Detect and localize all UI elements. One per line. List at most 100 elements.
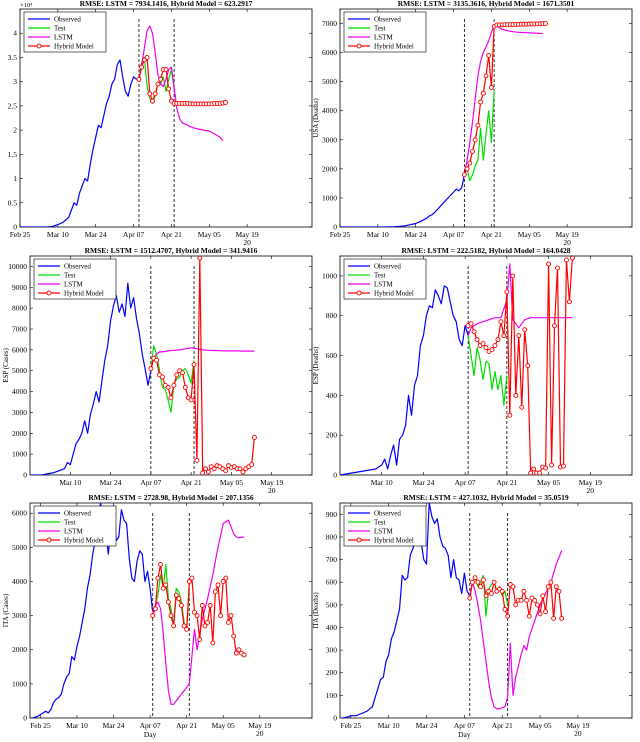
plot-area (340, 256, 575, 475)
hybrid-model-point (467, 160, 473, 166)
y-tick-label: 2000 (12, 645, 27, 654)
hybrid-model-point (188, 397, 194, 403)
hybrid-model-point (144, 54, 150, 60)
y-tick-label: 4000 (12, 577, 27, 586)
hybrid-model-point (184, 626, 190, 632)
hybrid-model-point (551, 615, 557, 621)
y-tick-label: 300 (326, 646, 338, 655)
legend-marker (36, 43, 42, 49)
y-tick-label: 0 (333, 471, 337, 480)
hybrid-model-point (155, 575, 161, 581)
plot-area (32, 503, 247, 718)
series-line-observed (342, 503, 471, 718)
hybrid-model-point (468, 321, 474, 327)
hybrid-model-point (501, 333, 507, 339)
y-tick-label: 8000 (12, 304, 27, 313)
x-tick-label: Apr 07 (140, 721, 161, 730)
x-axis-label: Day (144, 730, 157, 739)
hybrid-model-point (166, 86, 172, 92)
hybrid-model-point (180, 370, 185, 376)
y-tick-label: 1000 (322, 193, 337, 202)
hybrid-model-point (545, 584, 551, 590)
x-tick-year-label: 20 (563, 238, 571, 247)
legend-label: Test (64, 519, 76, 527)
hybrid-model-point (480, 90, 486, 96)
subplot-ita-cases: RMSE: LSTM = 2728.98, Hybrid Model = 207… (2, 493, 313, 739)
x-tick-label: Mar 24 (405, 230, 427, 239)
hybrid-model-point (499, 588, 505, 594)
hybrid-model-point (521, 588, 527, 594)
hybrid-model-point (480, 341, 486, 347)
x-tick-label: Apr 21 (181, 478, 202, 487)
hybrid-model-point (228, 613, 234, 619)
x-tick-label: Apr 07 (455, 478, 476, 487)
x-tick-label: Mar 24 (103, 721, 125, 730)
hybrid-model-point (225, 619, 231, 625)
y-tick-label: 2 (13, 126, 17, 135)
y-tick-label: 6000 (12, 509, 27, 518)
y-tick-label: 0 (23, 714, 27, 723)
hybrid-model-point (159, 374, 165, 380)
legend-label: LSTM (374, 34, 393, 42)
hybrid-model-point (548, 579, 554, 585)
hybrid-model-point (464, 166, 470, 172)
y-tick-label: 1000 (12, 450, 27, 459)
hybrid-model-point (559, 615, 565, 621)
hybrid-model-point (505, 613, 511, 619)
hybrid-model-point (532, 597, 538, 603)
hybrid-model-point (158, 76, 164, 82)
hybrid-model-point (136, 76, 142, 82)
hybrid-model-point (513, 602, 519, 608)
hybrid-model-point (218, 613, 224, 619)
hybrid-model-point (524, 597, 530, 603)
legend-label: Hybrid Model (374, 43, 414, 51)
y-tick-label: 100 (326, 691, 338, 700)
y-tick-label: 0 (13, 223, 17, 232)
legend-label: Test (54, 25, 66, 33)
hybrid-model-point (486, 53, 492, 58)
x-tick-label: May 19 (260, 478, 283, 487)
series-line-hybrid-model (138, 56, 226, 105)
y-tick-label: 0.5 (8, 198, 18, 207)
series-line-lstm (469, 550, 563, 710)
hybrid-model-point (181, 623, 187, 629)
y-exponent-label: ×10⁴ (20, 2, 33, 9)
y-tick-label: 2000 (322, 164, 337, 173)
hybrid-model-point (478, 584, 484, 590)
series-line-hybrid-model (469, 577, 563, 620)
axes-box (339, 8, 633, 228)
subplot-ita-deaths: RMSE: LSTM = 427.1032, Hybrid Model = 35… (312, 493, 633, 739)
legend-marker (46, 537, 52, 543)
hybrid-model-point (488, 85, 494, 90)
y-tick-label: 2000 (12, 429, 27, 438)
x-tick-label: Mar 24 (100, 478, 122, 487)
x-tick-label: Apr 21 (161, 230, 182, 239)
hybrid-model-point (467, 595, 473, 601)
hybrid-model-point (502, 606, 508, 612)
y-tick-label: 1000 (322, 271, 337, 280)
y-tick-label: 400 (326, 623, 338, 632)
hybrid-model-point (556, 588, 562, 594)
hybrid-model-point (223, 468, 229, 474)
x-tick-label: Feb 25 (10, 230, 31, 239)
x-tick-label: May 19 (556, 230, 579, 239)
hybrid-model-point (148, 366, 154, 372)
y-tick-label: 4000 (12, 387, 27, 396)
legend-label: Observed (374, 510, 401, 518)
hybrid-model-point (537, 611, 543, 617)
y-tick-label: 500 (326, 600, 338, 609)
legend-label: Hybrid Model (54, 43, 94, 51)
hybrid-model-point (199, 602, 205, 608)
subplot-esp-deaths: RMSE: LSTM = 222.5182, Hybrid Model = 16… (312, 246, 633, 495)
legend-label: Hybrid Model (374, 290, 414, 298)
y-tick-label: 7000 (12, 325, 27, 334)
x-tick-label: May 05 (518, 230, 541, 239)
y-tick-label: 5000 (12, 366, 27, 375)
series-line-test (150, 345, 195, 413)
hybrid-model-point (480, 577, 486, 583)
y-tick-label: 400 (326, 391, 338, 400)
